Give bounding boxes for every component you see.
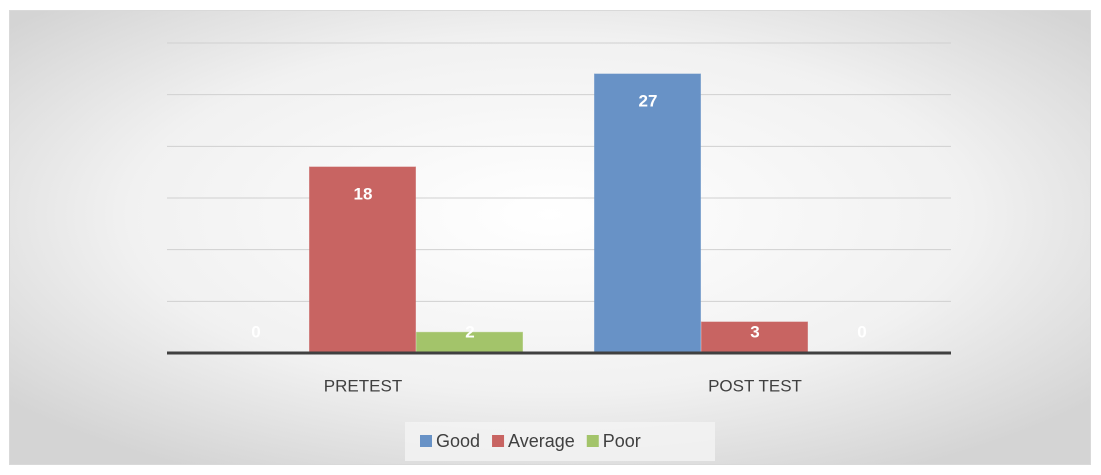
data-label: 2 [465, 322, 474, 341]
legend-label: Average [508, 431, 575, 451]
legend-label: Good [436, 431, 480, 451]
data-label: 27 [639, 91, 658, 110]
legend-swatch [492, 435, 505, 447]
data-label: 0 [857, 322, 866, 341]
legend-swatch [420, 435, 432, 447]
legend-swatch [586, 435, 599, 447]
x-tick-label: POST TEST [708, 376, 802, 395]
chart-area [9, 10, 1091, 465]
x-tick-label: PRETEST [324, 376, 402, 395]
legend-label: Poor [603, 431, 641, 451]
data-label: 0 [251, 322, 260, 341]
bar [594, 73, 701, 354]
legend [405, 422, 715, 461]
data-label: 3 [750, 322, 759, 341]
data-label: 18 [354, 184, 373, 203]
